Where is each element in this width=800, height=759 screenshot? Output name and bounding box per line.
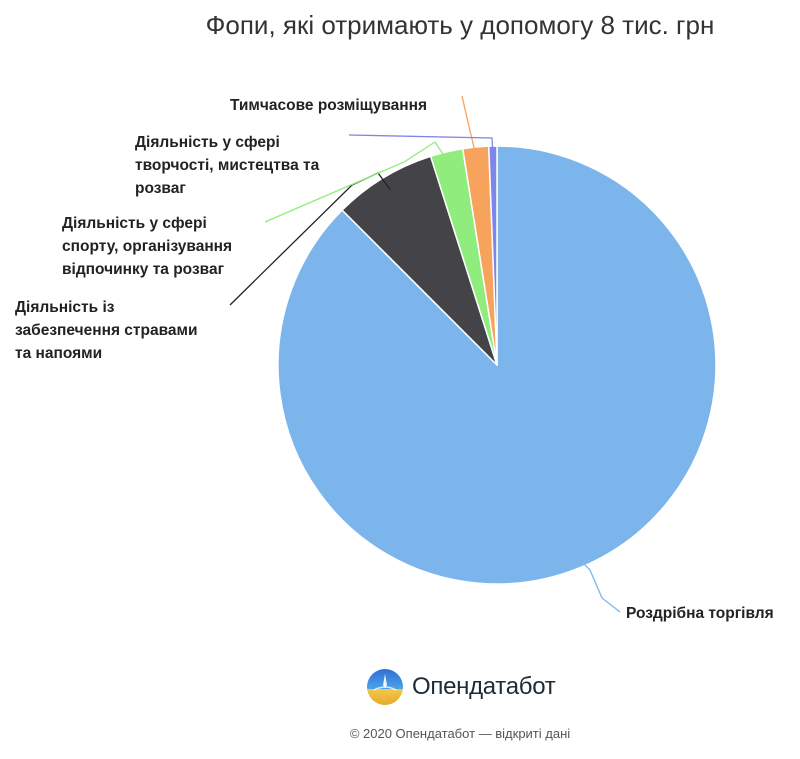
label-retail: Роздрібна торгівля (626, 605, 774, 622)
copyright-notice: © 2020 Опендатабот — відкриті дані (349, 726, 571, 741)
label-accommodation: Тимчасове розміщування (230, 97, 427, 114)
slice-food-service (341, 155, 498, 366)
connector-creative (461, 95, 478, 160)
connector-sport (264, 141, 450, 223)
connector-accommodation (348, 134, 494, 159)
label-food-service: Діяльність із забезпечення стравами та н… (15, 299, 202, 362)
pie-slices (277, 145, 717, 585)
label-connectors (229, 95, 621, 613)
slice-labels: Роздрібна торгівля Діяльність із забезпе… (15, 97, 774, 622)
label-sport: Діяльність у сфері спорту, організування… (62, 215, 236, 278)
label-creative: Діяльність у сфері творчості, мистецтва … (135, 134, 324, 197)
brand-logo: Опендатабот (366, 667, 556, 707)
opendatabot-logo-icon (367, 669, 403, 705)
chart-title: Фопи, які отримають у допомогу 8 тис. гр… (205, 10, 715, 40)
connector-retail (575, 555, 621, 613)
brand-name: Опендатабот (412, 673, 556, 700)
